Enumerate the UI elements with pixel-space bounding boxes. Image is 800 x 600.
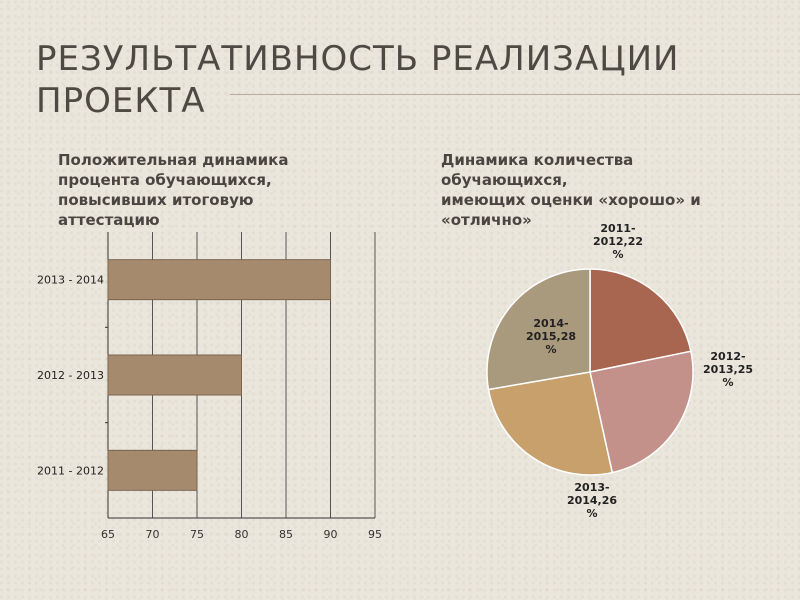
bar-chart-caption: Положительная динамика процента обучающи… xyxy=(58,151,289,229)
x-tick-label: 65 xyxy=(101,528,115,541)
category-label: 2012 - 2013 xyxy=(37,369,104,382)
pie-slice-label: 2011-2012,22% xyxy=(593,222,643,261)
pie-slice-label: 2012-2013,25% xyxy=(703,350,753,389)
pie-slice-label: 2013-2014,26% xyxy=(567,481,617,520)
category-label: 2013 - 2014 xyxy=(37,274,104,287)
x-tick-label: 95 xyxy=(368,528,382,541)
x-tick-label: 85 xyxy=(279,528,293,541)
pie-slice xyxy=(486,268,591,391)
pie-slice xyxy=(589,268,692,373)
bar xyxy=(107,449,198,491)
slide-title: РЕЗУЛЬТАТИВНОСТЬ РЕАЛИЗАЦИИ ПРОЕКТА xyxy=(36,39,680,121)
bar xyxy=(107,354,242,396)
title-divider xyxy=(230,94,800,95)
bar xyxy=(107,259,331,301)
x-tick-label: 75 xyxy=(190,528,204,541)
pie-slice xyxy=(589,350,694,474)
x-tick-label: 90 xyxy=(324,528,338,541)
x-tick-label: 80 xyxy=(235,528,249,541)
x-tick-label: 70 xyxy=(146,528,160,541)
pie-slice xyxy=(487,371,614,476)
pie-slice-label: 2014-2015,28% xyxy=(526,317,576,356)
category-label: 2011 - 2012 xyxy=(37,464,104,477)
pie-chart-caption: Динамика количества обучающихся, имеющих… xyxy=(441,151,701,229)
